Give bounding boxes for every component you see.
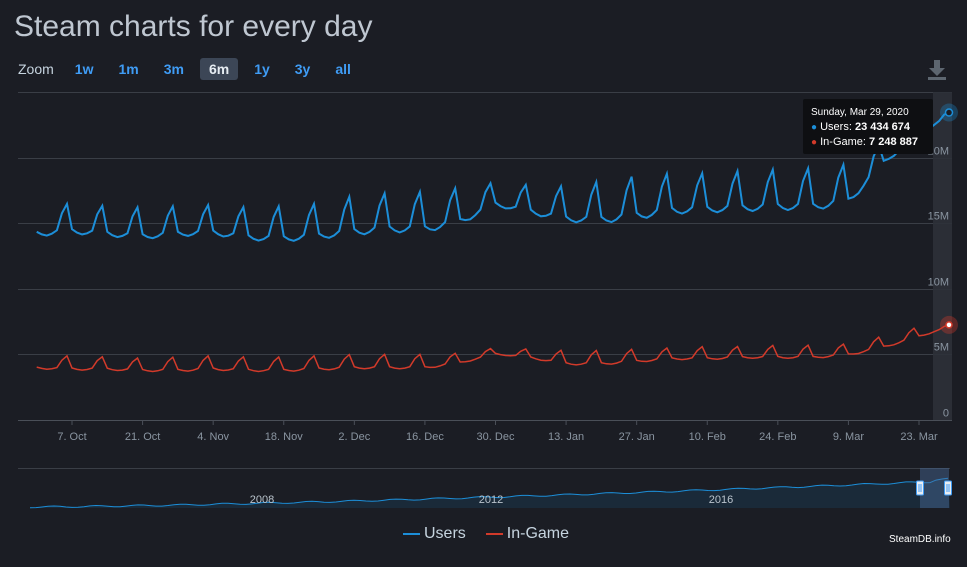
ingame-swatch-icon [485, 533, 503, 535]
navigator-year-label: 2012 [479, 494, 503, 506]
chart-grid [18, 92, 952, 421]
tooltip-users-value: 23 434 674 [854, 121, 911, 133]
zoom-6m-button[interactable]: 6m [199, 58, 239, 80]
x-tick-label: 10. Feb [689, 431, 726, 443]
x-tick-label: 30. Dec [477, 431, 515, 443]
download-icon[interactable] [926, 58, 948, 82]
y-tick-label: 15M [928, 211, 949, 223]
users-swatch-icon [403, 533, 420, 535]
tooltip-ingame-label: In-Game: [820, 136, 866, 148]
legend-item-users[interactable]: Users [403, 525, 466, 543]
tooltip-users-label: Users: [820, 121, 852, 133]
y-tick-label: 5M [934, 342, 949, 354]
legend-users-label: Users [424, 525, 466, 542]
navigator-area [30, 478, 950, 508]
navigator-year-label: 2008 [250, 494, 274, 506]
x-tick-label: 4. Nov [197, 431, 229, 443]
zoom-3y-button[interactable]: 3y [294, 61, 311, 77]
zoom-1w-button[interactable]: 1w [74, 61, 94, 77]
chart-tooltip: Sunday, Mar 29, 2020 ● Users: 23 434 674… [803, 99, 933, 154]
navigator[interactable]: 2008 2012 2016 [18, 468, 952, 509]
zoom-1y-button[interactable]: 1y [254, 61, 270, 77]
x-tick-label: 13. Jan [548, 431, 584, 443]
y-tick-label: 10M [928, 277, 949, 289]
zoom-label: Zoom [18, 61, 54, 77]
zoom-3m-button[interactable]: 3m [163, 61, 184, 77]
users-hover-point [944, 108, 954, 117]
navigator-right-handle[interactable] [944, 480, 952, 496]
tooltip-users-row: ● Users: 23 434 674 [811, 120, 933, 135]
legend-ingame-label: In-Game [506, 525, 570, 542]
x-tick-label: 2. Dec [338, 431, 370, 443]
navigator-left-handle[interactable] [916, 480, 924, 496]
navigator-year-label: 2016 [709, 494, 733, 506]
ingame-hover-point [945, 321, 953, 329]
tooltip-date: Sunday, Mar 29, 2020 [811, 107, 909, 118]
hover-band [933, 92, 952, 420]
x-tick-label: 24. Feb [759, 431, 796, 443]
zoom-1m-button[interactable]: 1m [118, 61, 139, 77]
page-title: Steam charts for every day [14, 10, 373, 43]
ingame-series-line [36, 324, 951, 373]
x-tick-label: 21. Oct [125, 431, 160, 443]
hover-markers [940, 103, 958, 334]
users-series-line [36, 111, 951, 242]
navigator-line [29, 477, 949, 509]
x-tick-label: 27. Jan [619, 431, 655, 443]
x-tick-label: 7. Oct [57, 431, 86, 443]
zoom-all-button[interactable]: all [335, 61, 351, 77]
tooltip-ingame-value: 7 248 887 [869, 136, 918, 148]
tooltip-ingame-row: ● In-Game: 7 248 887 [811, 135, 933, 150]
y-tick-label: 0 [943, 408, 949, 420]
x-axis: 7. Oct 21. Oct 4. Nov 18. Nov 2. Dec 16. Dec 3… [57, 420, 938, 443]
legend-item-ingame[interactable]: In-Game [485, 525, 570, 543]
users-dot-icon: ● [811, 122, 818, 133]
x-tick-label: 16. Dec [406, 431, 444, 443]
chart-legend: Users In-Game [403, 524, 589, 544]
x-tick-label: 18. Nov [265, 431, 303, 443]
credit-text: SteamDB.info [889, 534, 951, 545]
x-tick-label: 9. Mar [833, 431, 865, 443]
zoom-bar: Zoom 1w 1m 3m 6m 1y 3y all [18, 58, 367, 80]
ingame-dot-icon: ● [811, 137, 818, 148]
x-tick-label: 23. Mar [900, 431, 938, 443]
